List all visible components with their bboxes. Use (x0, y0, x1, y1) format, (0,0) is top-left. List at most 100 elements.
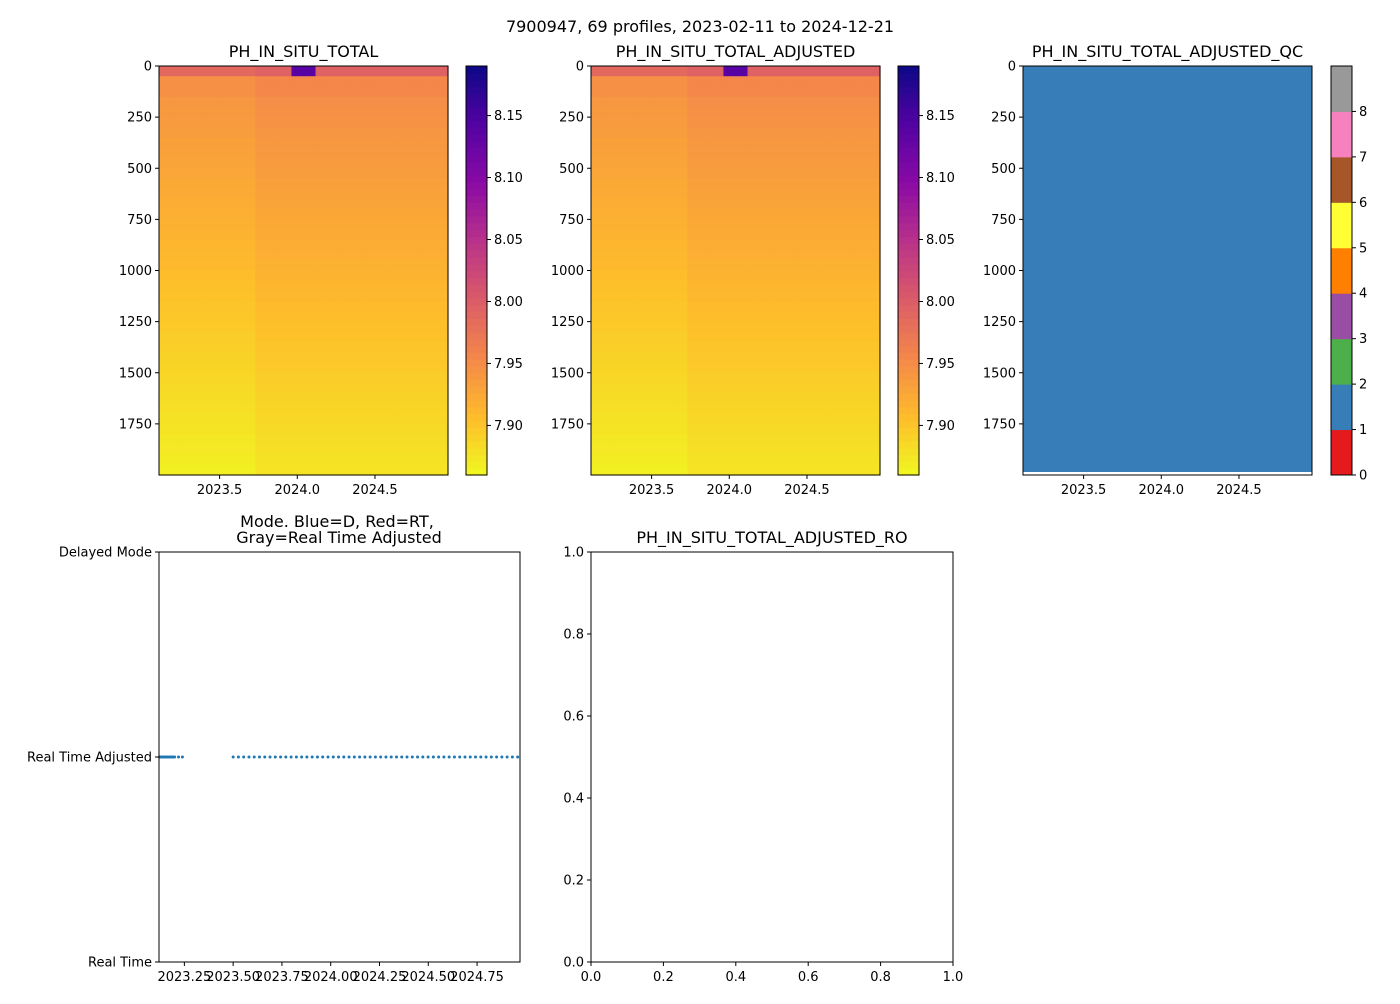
heatmap-cell (735, 137, 749, 149)
heatmap-cell (675, 96, 688, 108)
mode-point (400, 755, 404, 759)
heatmap-cell (675, 188, 688, 200)
heatmap-cell (651, 393, 664, 405)
heatmap-cell (867, 434, 881, 445)
heatmap-cell (831, 434, 845, 445)
heatmap-cell (795, 280, 809, 292)
heatmap-cell (843, 219, 857, 231)
heatmap-cell (183, 403, 196, 415)
heatmap-cell (411, 301, 425, 312)
heatmap-cell (231, 250, 244, 261)
heatmap-cell (339, 198, 353, 210)
heatmap-cell (231, 403, 244, 415)
colorbar-swatch (1331, 111, 1352, 158)
heatmap-cell (639, 393, 652, 405)
heatmap-cell (231, 76, 244, 88)
heatmap-cell (819, 290, 833, 302)
heatmap-cell (267, 454, 281, 466)
heatmap-cell (315, 96, 329, 108)
heatmap-cell (759, 270, 773, 282)
heatmap-cell (855, 66, 869, 77)
heatmap-cell (255, 342, 268, 353)
heatmap-cell (735, 127, 749, 139)
heatmap-cell (339, 362, 353, 374)
heatmap-cell (351, 352, 365, 364)
heatmap-cell (219, 372, 232, 384)
heatmap-cell (351, 301, 365, 312)
heatmap-cell (615, 260, 628, 272)
heatmap-cell (279, 168, 293, 180)
heatmap-cell (267, 76, 281, 88)
heatmap-cell (711, 464, 725, 476)
heatmap-cell (219, 464, 232, 476)
heatmap-cell (351, 423, 365, 435)
heatmap-cell (351, 393, 365, 405)
heatmap-cell (723, 454, 737, 466)
mode-point (431, 755, 435, 759)
heatmap-cell (243, 229, 256, 241)
heatmap-cell (867, 250, 881, 261)
heatmap-cell (795, 352, 809, 364)
heatmap-cell (327, 66, 341, 77)
heatmap-cell (159, 76, 172, 88)
heatmap-cell (291, 423, 305, 435)
x-tick-label: 2023.5 (1061, 483, 1107, 498)
heatmap-cell (399, 229, 413, 241)
heatmap-cell (387, 290, 401, 302)
heatmap-cell (339, 260, 353, 272)
heatmap-cell (615, 464, 628, 476)
heatmap-cell (735, 342, 749, 353)
x-tick-label: 2024.5 (352, 483, 398, 498)
heatmap-cell (615, 147, 628, 159)
heatmap-cell (375, 117, 389, 128)
heatmap-cell (375, 393, 389, 405)
heatmap-cell (195, 96, 208, 108)
heatmap-cell (675, 127, 688, 139)
heatmap-cell (747, 423, 761, 435)
heatmap-cell (267, 66, 281, 77)
heatmap-cell (171, 372, 184, 384)
heatmap-cell (591, 403, 604, 415)
heatmap-cell (267, 362, 281, 374)
heatmap-cell (387, 454, 401, 466)
mode-point (363, 755, 367, 759)
mode-point (247, 755, 251, 759)
heatmap-cell (819, 86, 833, 98)
heatmap-cell (807, 321, 821, 333)
heatmap-cell (351, 66, 365, 77)
heatmap-cell (387, 434, 401, 445)
heatmap-cell (747, 403, 761, 415)
heatmap-cell (231, 158, 244, 169)
heatmap-cell (435, 178, 449, 190)
heatmap-cell (735, 86, 749, 98)
colorbar-band (898, 93, 919, 101)
heatmap-cell (603, 403, 616, 415)
heatmap-cell (207, 66, 220, 77)
heatmap-cell (399, 158, 413, 169)
heatmap-cell (315, 127, 329, 139)
mode-point (373, 755, 377, 759)
x-tick-label: 2024.0 (707, 483, 753, 498)
heatmap-cell (423, 413, 437, 425)
heatmap-cell (759, 66, 773, 77)
heatmap-cell (735, 250, 749, 261)
heatmap-cell (171, 362, 184, 374)
heatmap-cell (435, 147, 449, 159)
colorbar-band (898, 318, 919, 326)
heatmap-cell (687, 382, 700, 394)
heatmap-cell (315, 239, 329, 251)
heatmap-cell (327, 158, 341, 169)
heatmap-cell (195, 76, 208, 88)
y-tick-label: 500 (991, 162, 1016, 177)
heatmap-cell (795, 464, 809, 476)
heatmap-cell (255, 311, 268, 323)
heatmap-cell (591, 372, 604, 384)
heatmap-cell (435, 372, 449, 384)
heatmap-cell (855, 382, 869, 394)
heatmap-cell (423, 270, 437, 282)
heatmap-cell (795, 229, 809, 241)
heatmap-cell (831, 117, 845, 128)
heatmap-cell (435, 117, 449, 128)
heatmap-cell (339, 372, 353, 384)
heatmap-cell (279, 86, 293, 98)
